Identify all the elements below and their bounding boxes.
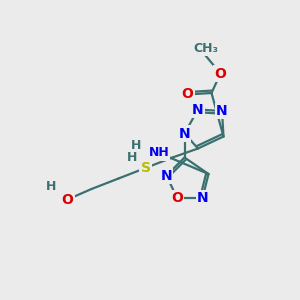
Text: N: N [192, 103, 204, 116]
Text: O: O [182, 88, 194, 101]
Text: O: O [214, 67, 226, 80]
Text: N: N [216, 104, 228, 118]
Text: N: N [197, 191, 208, 205]
Text: N: N [179, 127, 190, 140]
Text: NH: NH [148, 146, 170, 160]
Text: O: O [61, 193, 74, 206]
Text: H: H [127, 151, 137, 164]
Text: S: S [140, 161, 151, 175]
Text: CH₃: CH₃ [193, 43, 218, 56]
Text: O: O [171, 191, 183, 205]
Text: N: N [161, 169, 172, 182]
Text: H: H [131, 139, 142, 152]
Text: H: H [46, 179, 56, 193]
